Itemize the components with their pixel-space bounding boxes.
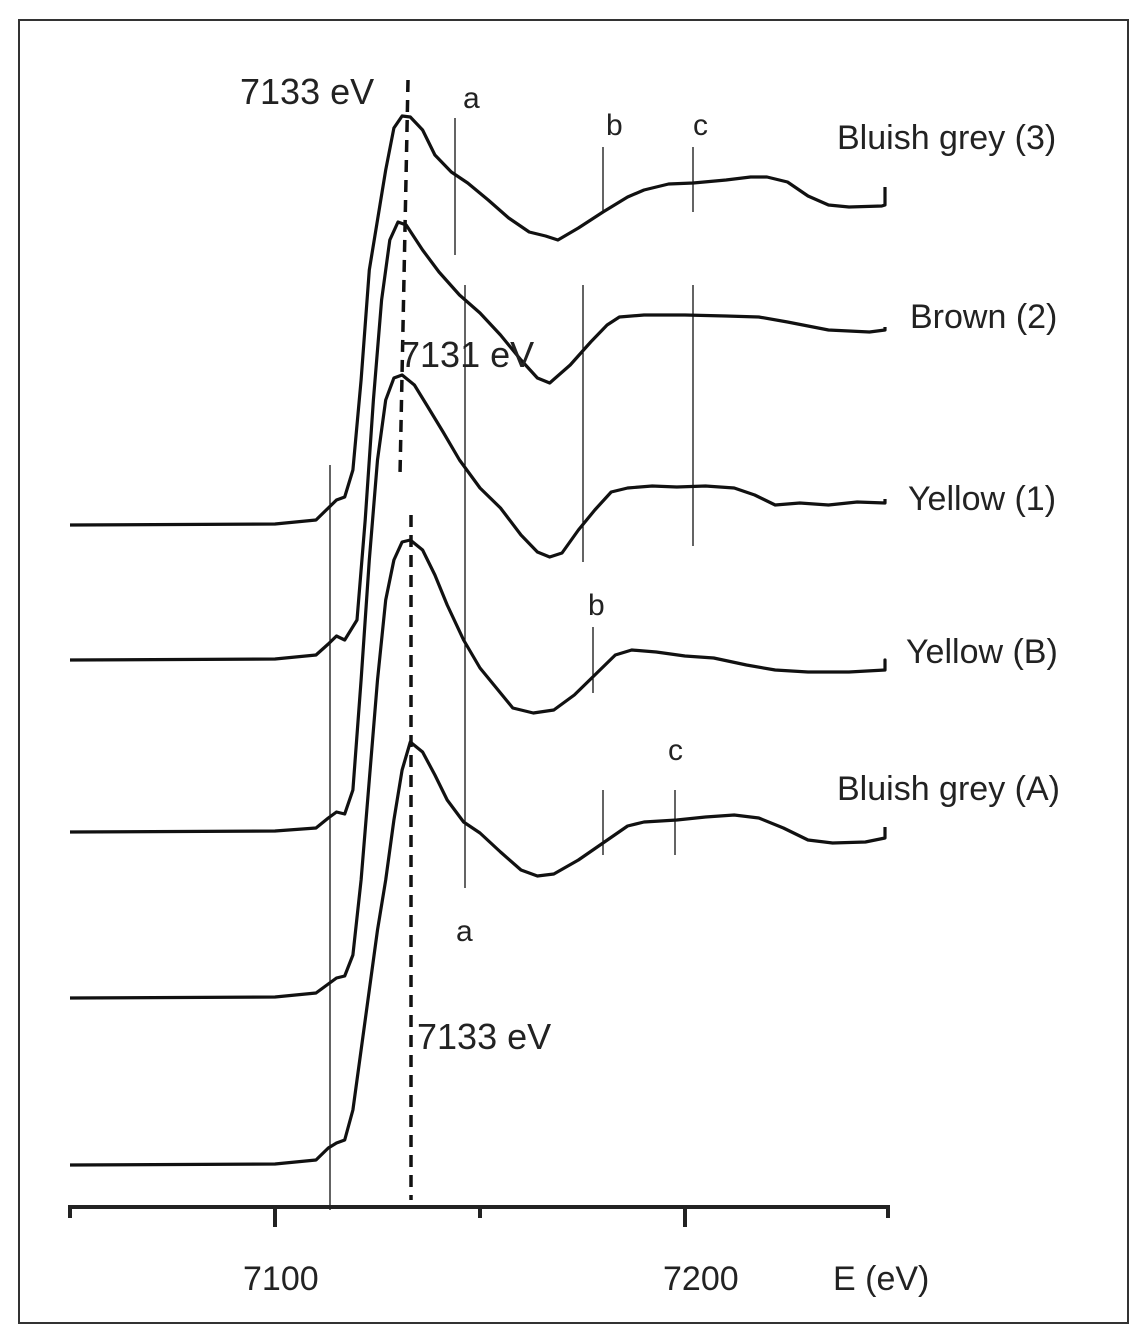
feature-label-c-top: c xyxy=(693,109,708,142)
feature-label-a-top: a xyxy=(463,82,480,115)
peak-label-top: 7133 eV xyxy=(240,71,374,112)
spectrum-curve xyxy=(69,220,887,662)
spectrum-curve xyxy=(69,538,887,1000)
series-label-yellow-1: Yellow (1) xyxy=(908,480,1056,518)
feature-label-c-mid: c xyxy=(668,734,683,767)
peak-dashed-line-upper xyxy=(398,79,410,476)
peak-label-bottom: 7133 eV xyxy=(417,1016,551,1057)
feature-label-b-mid: b xyxy=(588,589,605,622)
series-label-bluish-grey-a: Bluish grey (A) xyxy=(837,770,1060,808)
spectrum-curve xyxy=(69,114,887,527)
series-label-bluish-grey-3: Bluish grey (3) xyxy=(837,119,1056,157)
feature-label-a-bottom: a xyxy=(456,915,473,948)
series-label-yellow-b: Yellow (B) xyxy=(906,633,1058,671)
series-label-brown-2: Brown (2) xyxy=(910,298,1057,336)
x-tick-label-7100: 7100 xyxy=(243,1260,319,1298)
x-axis-label: E (eV) xyxy=(833,1260,929,1298)
spectrum-curve xyxy=(69,740,887,1167)
x-tick-label-7200: 7200 xyxy=(663,1260,739,1298)
spectrum-curve xyxy=(69,373,887,834)
x-axis xyxy=(68,1205,890,1227)
feature-label-b-top: b xyxy=(606,109,623,142)
spectra-curves xyxy=(69,114,887,1167)
peak-label-mid: 7131 eV xyxy=(400,334,534,375)
figure-frame xyxy=(18,19,1129,1324)
